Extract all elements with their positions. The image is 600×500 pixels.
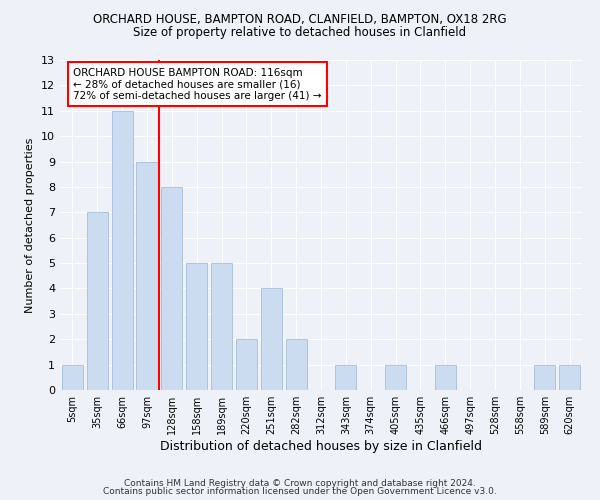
Bar — [62, 364, 83, 390]
Text: Size of property relative to detached houses in Clanfield: Size of property relative to detached ho… — [133, 26, 467, 39]
Bar — [335, 364, 356, 390]
Text: Contains HM Land Registry data © Crown copyright and database right 2024.: Contains HM Land Registry data © Crown c… — [124, 478, 476, 488]
Bar — [236, 339, 257, 390]
Bar — [186, 263, 207, 390]
Text: ORCHARD HOUSE BAMPTON ROAD: 116sqm
← 28% of detached houses are smaller (16)
72%: ORCHARD HOUSE BAMPTON ROAD: 116sqm ← 28%… — [73, 68, 322, 101]
Bar — [261, 288, 282, 390]
Y-axis label: Number of detached properties: Number of detached properties — [25, 138, 35, 312]
Bar — [211, 263, 232, 390]
Bar — [385, 364, 406, 390]
Bar — [286, 339, 307, 390]
Bar — [435, 364, 456, 390]
Bar — [559, 364, 580, 390]
Bar — [136, 162, 158, 390]
Bar — [112, 111, 133, 390]
Bar — [161, 187, 182, 390]
Text: ORCHARD HOUSE, BAMPTON ROAD, CLANFIELD, BAMPTON, OX18 2RG: ORCHARD HOUSE, BAMPTON ROAD, CLANFIELD, … — [93, 12, 507, 26]
X-axis label: Distribution of detached houses by size in Clanfield: Distribution of detached houses by size … — [160, 440, 482, 453]
Text: Contains public sector information licensed under the Open Government Licence v3: Contains public sector information licen… — [103, 487, 497, 496]
Bar — [534, 364, 555, 390]
Bar — [87, 212, 108, 390]
